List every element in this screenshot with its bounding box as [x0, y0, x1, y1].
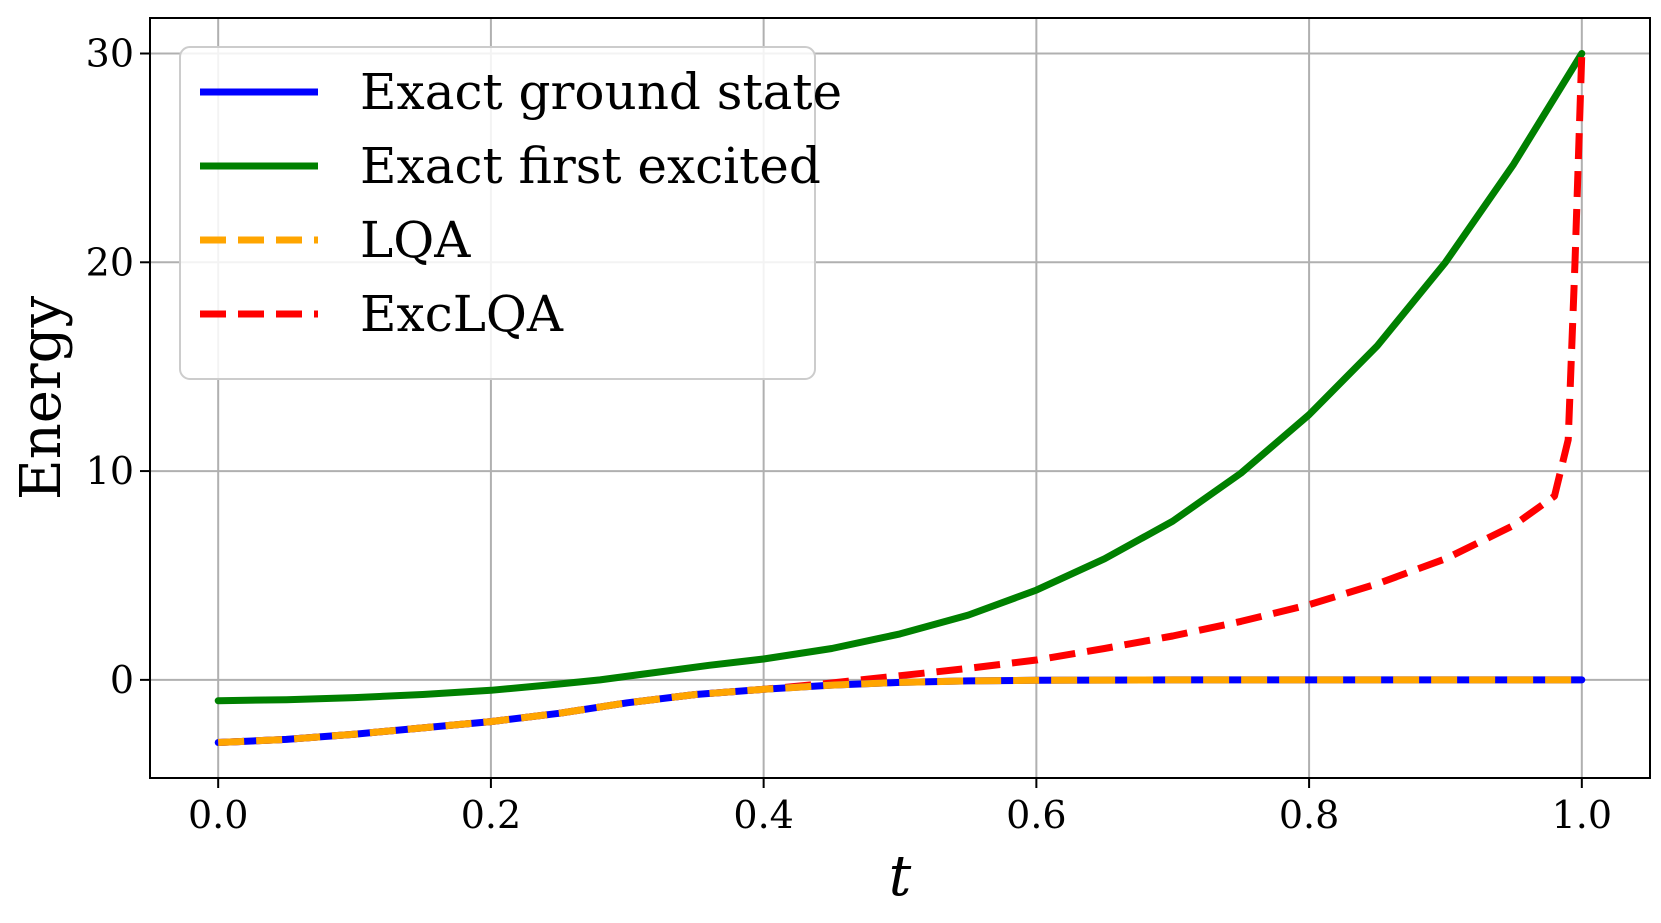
series-line-exact-first-excited: [214, 50, 1586, 705]
y-tick-label: 10: [86, 449, 134, 493]
y-tick-label: 30: [86, 31, 134, 75]
x-axis-title: t: [889, 844, 912, 909]
y-tick-label: 0: [110, 658, 134, 702]
x-tick-label: 0.4: [733, 793, 793, 837]
legend-label-exact-first-excited: Exact first excited: [360, 137, 821, 195]
x-tick-label: 0.8: [1279, 793, 1339, 837]
x-tick-label: 0.6: [1006, 793, 1066, 837]
x-tick-label: 0.0: [188, 793, 248, 837]
x-tick-label: 0.2: [461, 793, 521, 837]
y-axis-title: Energy: [9, 295, 74, 500]
x-tick-label: 1.0: [1552, 793, 1612, 837]
legend-entries: Exact ground state Exact first excited LQA…: [200, 63, 842, 343]
legend: Exact ground state Exact first excited LQA…: [179, 46, 842, 380]
legend-label-lqa: LQA: [360, 211, 471, 269]
axis-ticks: 0.0 0.2 0.4 0.6 0.8 1.0 0 10 20 30: [86, 31, 1612, 837]
legend-box: [179, 46, 816, 380]
series-line-lqa: [218, 676, 1582, 746]
legend-label-exclqa: ExcLQA: [360, 285, 564, 343]
plot-frame: [149, 17, 1651, 779]
series-layer: [214, 50, 1586, 746]
series-line-exact-ground-state: [214, 676, 1586, 746]
legend-label-exact-ground-state: Exact ground state: [360, 63, 842, 121]
y-tick-label: 20: [86, 240, 134, 284]
